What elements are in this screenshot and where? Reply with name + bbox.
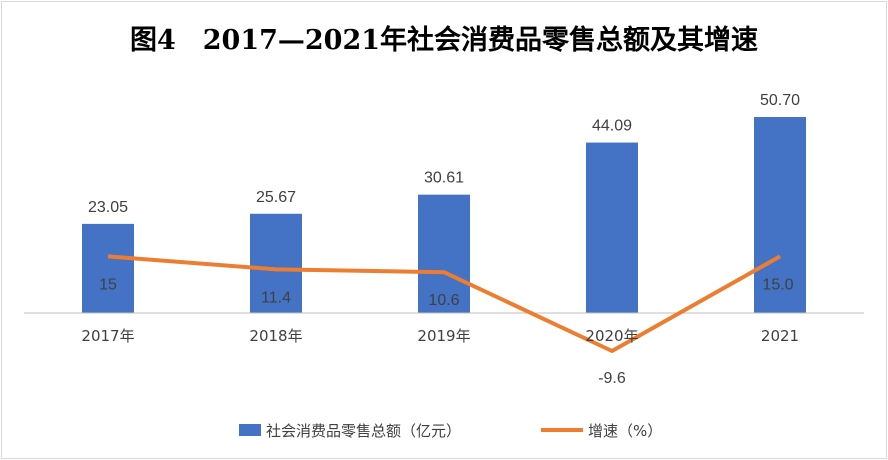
growth-value-label: -9.6 <box>598 370 626 387</box>
x-tick-label: 2018年 <box>249 327 302 345</box>
bar-1 <box>250 213 302 313</box>
growth-value-label: 15.0 <box>762 276 793 293</box>
bar-value-label: 50.70 <box>760 92 800 109</box>
x-tick-label: 2020年 <box>585 327 638 345</box>
bar-3 <box>586 142 638 313</box>
bar-value-label: 30.61 <box>424 170 464 187</box>
chart-title: 图4 2017—2021年社会消费品零售总额及其增速 <box>129 25 759 56</box>
bar-0 <box>82 223 134 313</box>
bar-4 <box>754 117 806 313</box>
growth-value-label: 11.4 <box>261 289 291 306</box>
growth-value-label: 10.6 <box>428 292 459 309</box>
bar-2 <box>418 194 470 313</box>
x-tick-label: 2019年 <box>417 327 470 345</box>
x-tick-label: 2021 <box>761 327 799 345</box>
growth-value-label: 15 <box>99 276 117 293</box>
legend-swatch-bar <box>239 424 261 436</box>
bar-value-label: 44.09 <box>592 118 632 135</box>
x-tick-label: 2017年 <box>81 327 134 345</box>
legend-label-bar: 社会消费品零售总额（亿元） <box>266 422 461 440</box>
bar-value-label: 23.05 <box>88 199 128 216</box>
bar-value-label: 25.67 <box>256 189 296 206</box>
legend-label-line: 增速（%） <box>588 422 662 440</box>
